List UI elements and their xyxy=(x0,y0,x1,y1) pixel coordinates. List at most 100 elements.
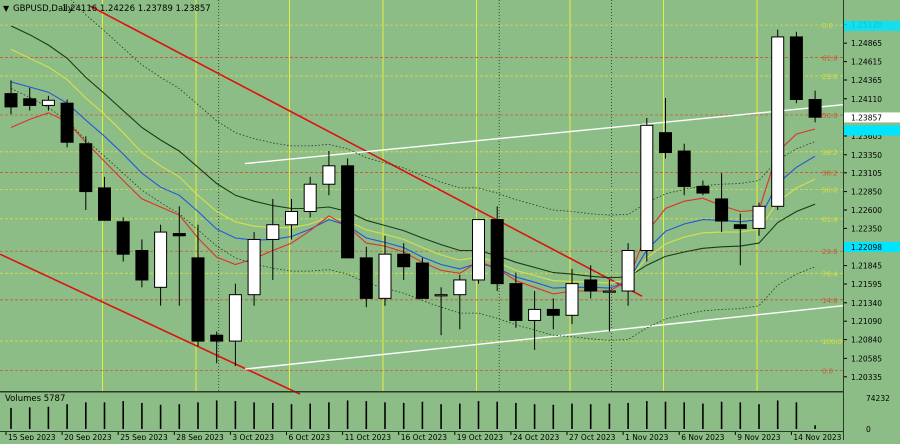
fib-level-label: 50.0 xyxy=(822,112,838,120)
candle[interactable] xyxy=(733,213,747,266)
candle-body-bull xyxy=(621,249,635,292)
price-tick-label: 1.24110 xyxy=(851,95,882,104)
fib-level-label: 61.8 xyxy=(822,55,838,63)
candle[interactable] xyxy=(528,291,542,350)
price-tick-label: 1.20585 xyxy=(851,354,882,363)
candle[interactable] xyxy=(752,202,766,236)
price-tick-label: 1.22098 xyxy=(851,243,882,252)
candle-body-bear xyxy=(715,198,729,222)
trendline-lower-white xyxy=(244,305,844,370)
candle-body-bull xyxy=(752,205,766,229)
price-tag xyxy=(844,241,900,252)
price-tick-label: 1.24615 xyxy=(851,58,882,67)
moving-average-blue xyxy=(10,81,816,289)
candle[interactable] xyxy=(41,95,55,111)
candle[interactable] xyxy=(621,243,635,306)
panel-divider xyxy=(0,391,843,393)
candle[interactable] xyxy=(640,117,654,262)
candle[interactable] xyxy=(154,224,168,306)
candle[interactable] xyxy=(23,87,37,111)
envelope-lower xyxy=(10,88,816,341)
candle-body-bull xyxy=(322,165,336,185)
time-tick-label: 15 Sep 2023 xyxy=(8,433,56,440)
candle[interactable] xyxy=(359,246,373,308)
candle[interactable] xyxy=(509,272,523,328)
time-tick-label: 20 Sep 2023 xyxy=(64,433,112,440)
level-marker-tag xyxy=(844,20,900,31)
fib-level-label: 23.6 xyxy=(822,248,838,256)
time-tick-label: 16 Oct 2023 xyxy=(401,433,448,440)
price-tick-label: 1.20335 xyxy=(851,373,882,382)
candle[interactable] xyxy=(378,235,392,306)
price-tick-label: 1.23605 xyxy=(851,132,882,141)
candle[interactable] xyxy=(602,279,616,332)
candle[interactable] xyxy=(584,265,598,299)
axis-divider xyxy=(843,0,844,440)
candle-body-bull xyxy=(266,224,280,240)
candle[interactable] xyxy=(490,206,504,291)
fib-level-label: 0.0 xyxy=(822,368,833,376)
candle[interactable] xyxy=(659,98,672,159)
candle-body-bull xyxy=(378,253,392,299)
candle[interactable] xyxy=(322,151,336,196)
candle[interactable] xyxy=(397,243,411,280)
candle-body-bull xyxy=(640,124,654,251)
volume-tick-label: 74232 xyxy=(866,394,890,403)
envelope-upper xyxy=(70,0,816,216)
candle[interactable] xyxy=(808,90,822,123)
collapse-triangle-icon[interactable]: ▼ xyxy=(3,4,10,13)
ohlc-readout: 1.24116 1.24226 1.23789 1.23857 xyxy=(62,4,211,14)
candle[interactable] xyxy=(116,217,130,262)
candle[interactable] xyxy=(135,239,149,288)
price-tick-label: 1.21595 xyxy=(851,280,882,289)
candle[interactable] xyxy=(415,257,429,299)
candle[interactable] xyxy=(210,331,224,364)
candle[interactable] xyxy=(79,136,93,210)
candle-body-bear xyxy=(116,221,130,255)
price-tick-label: 1.23857 xyxy=(851,113,882,122)
candle-body-bear xyxy=(98,187,111,221)
candle-body-bull xyxy=(247,238,261,296)
candle-body-bear xyxy=(415,262,429,299)
candle[interactable] xyxy=(472,219,485,284)
candle-body-bull xyxy=(434,294,448,297)
time-tick-label: 11 Oct 2023 xyxy=(345,433,392,440)
candle[interactable] xyxy=(565,268,579,325)
candle[interactable] xyxy=(247,232,261,306)
candle[interactable] xyxy=(341,158,355,259)
candle-body-bear xyxy=(584,279,598,292)
candle[interactable] xyxy=(789,31,803,104)
candle[interactable] xyxy=(4,80,18,115)
candle[interactable] xyxy=(453,274,467,330)
candle[interactable] xyxy=(546,298,560,330)
candle[interactable] xyxy=(715,173,729,233)
candle-body-bear xyxy=(509,283,523,321)
candle[interactable] xyxy=(303,176,317,218)
candle[interactable] xyxy=(191,224,205,347)
candle[interactable] xyxy=(172,206,186,306)
candle[interactable] xyxy=(60,99,74,148)
volume-tick-label: 0 xyxy=(866,425,871,434)
candle[interactable] xyxy=(677,143,691,196)
candle[interactable] xyxy=(434,287,448,336)
price-tick-label: 1.21340 xyxy=(851,299,882,308)
candle[interactable] xyxy=(98,176,111,222)
price-tick-label: 1.22600 xyxy=(851,206,882,215)
moving-average-red xyxy=(10,112,816,295)
price-tick-label: 1.21845 xyxy=(851,262,882,271)
candle[interactable] xyxy=(266,198,280,280)
candle[interactable] xyxy=(228,283,242,367)
candle-body-bull xyxy=(771,36,785,207)
time-tick-label: 6 Oct 2023 xyxy=(289,433,331,440)
fib-level-label: 76.4 xyxy=(822,270,838,278)
candle[interactable] xyxy=(696,180,710,196)
trendline-upper-white xyxy=(244,103,844,165)
time-tick-label: 3 Oct 2023 xyxy=(232,433,274,440)
fib-level-label: 61.8 xyxy=(822,216,838,224)
candle[interactable] xyxy=(285,198,298,240)
time-tick-label: 1 Nov 2023 xyxy=(625,433,668,440)
time-tick-label: 9 Nov 2023 xyxy=(737,433,780,440)
candle[interactable] xyxy=(771,29,785,210)
